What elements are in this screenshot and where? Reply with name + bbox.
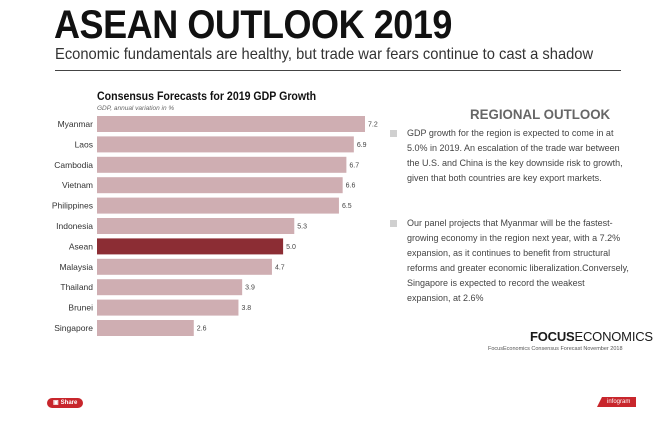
category-label: Laos [75, 139, 93, 149]
focuseconomics-logo: FOCUSECONOMICS [530, 329, 653, 344]
category-label: Brunei [68, 303, 93, 313]
value-label: 5.3 [297, 224, 307, 231]
infogram-link[interactable]: infogram [597, 397, 637, 407]
bullet-square-icon [390, 130, 397, 137]
category-label: Thailand [60, 282, 93, 292]
share-icon: ▣ [53, 400, 59, 406]
value-label: 4.7 [275, 264, 285, 271]
source-note: FocusEconomics Consensus Forecast Novemb… [488, 346, 623, 352]
value-label: 5.0 [286, 244, 296, 251]
header-divider [55, 70, 621, 71]
category-label: Singapore [54, 323, 93, 333]
bar-malaysia[interactable] [97, 258, 272, 275]
value-label: 6.7 [349, 162, 359, 169]
infogram-label: infogram [607, 399, 631, 405]
bar-brunei[interactable] [97, 299, 239, 316]
chart-title: Consensus Forecasts for 2019 GDP Growth [97, 91, 317, 103]
bar-myanmar[interactable] [97, 116, 365, 132]
gdp-bar-chart: Myanmar 7.2 Laos 6.9 Cambodia 6.7 Vietnam 6.6 Ph… [52, 116, 378, 336]
category-label: Indonesia [56, 221, 93, 231]
bar-singapore[interactable] [97, 320, 194, 336]
value-label: 3.9 [245, 285, 255, 292]
value-label: 2.6 [197, 326, 207, 333]
category-label: Malaysia [59, 262, 93, 272]
outlook-bullet: Our panel projects that Myanmar will be … [390, 216, 630, 306]
value-label: 6.9 [357, 142, 367, 149]
share-label: Share [60, 400, 78, 406]
chart-subtitle: GDP, annual variation in % [97, 105, 175, 112]
bar-cambodia[interactable] [97, 156, 347, 173]
category-label: Vietnam [62, 180, 93, 190]
brand-strong-text: FOCUS [530, 329, 575, 344]
value-label: 6.5 [342, 203, 352, 210]
bar-indonesia[interactable] [97, 218, 295, 234]
category-label: Philippines [52, 201, 93, 211]
outlook-bullet: GDP growth for the region is expected to… [390, 126, 630, 186]
category-label: Myanmar [58, 119, 94, 129]
value-label: 7.2 [368, 122, 378, 129]
bar-thailand[interactable] [97, 279, 243, 296]
bar-vietnam[interactable] [97, 177, 343, 194]
share-button[interactable]: ▣ Share [47, 398, 84, 408]
outlook-heading: REGIONAL OUTLOOK [470, 106, 611, 122]
bar-asean[interactable] [97, 238, 284, 255]
category-label: Cambodia [54, 160, 93, 170]
value-label: 3.8 [241, 305, 251, 312]
page-title: ASEAN OUTLOOK 2019 [54, 3, 452, 47]
bullet-square-icon [390, 220, 397, 227]
brand-light-text: ECONOMICS [574, 329, 654, 344]
outlook-bullet-text: GDP growth for the region is expected to… [407, 128, 623, 183]
value-label: 6.6 [346, 183, 356, 190]
bar-laos[interactable] [97, 136, 354, 153]
bar-philippines[interactable] [97, 197, 339, 214]
page-subtitle: Economic fundamentals are healthy, but t… [55, 46, 594, 63]
category-label: Asean [69, 241, 93, 251]
outlook-bullet-text: Our panel projects that Myanmar will be … [407, 218, 629, 303]
